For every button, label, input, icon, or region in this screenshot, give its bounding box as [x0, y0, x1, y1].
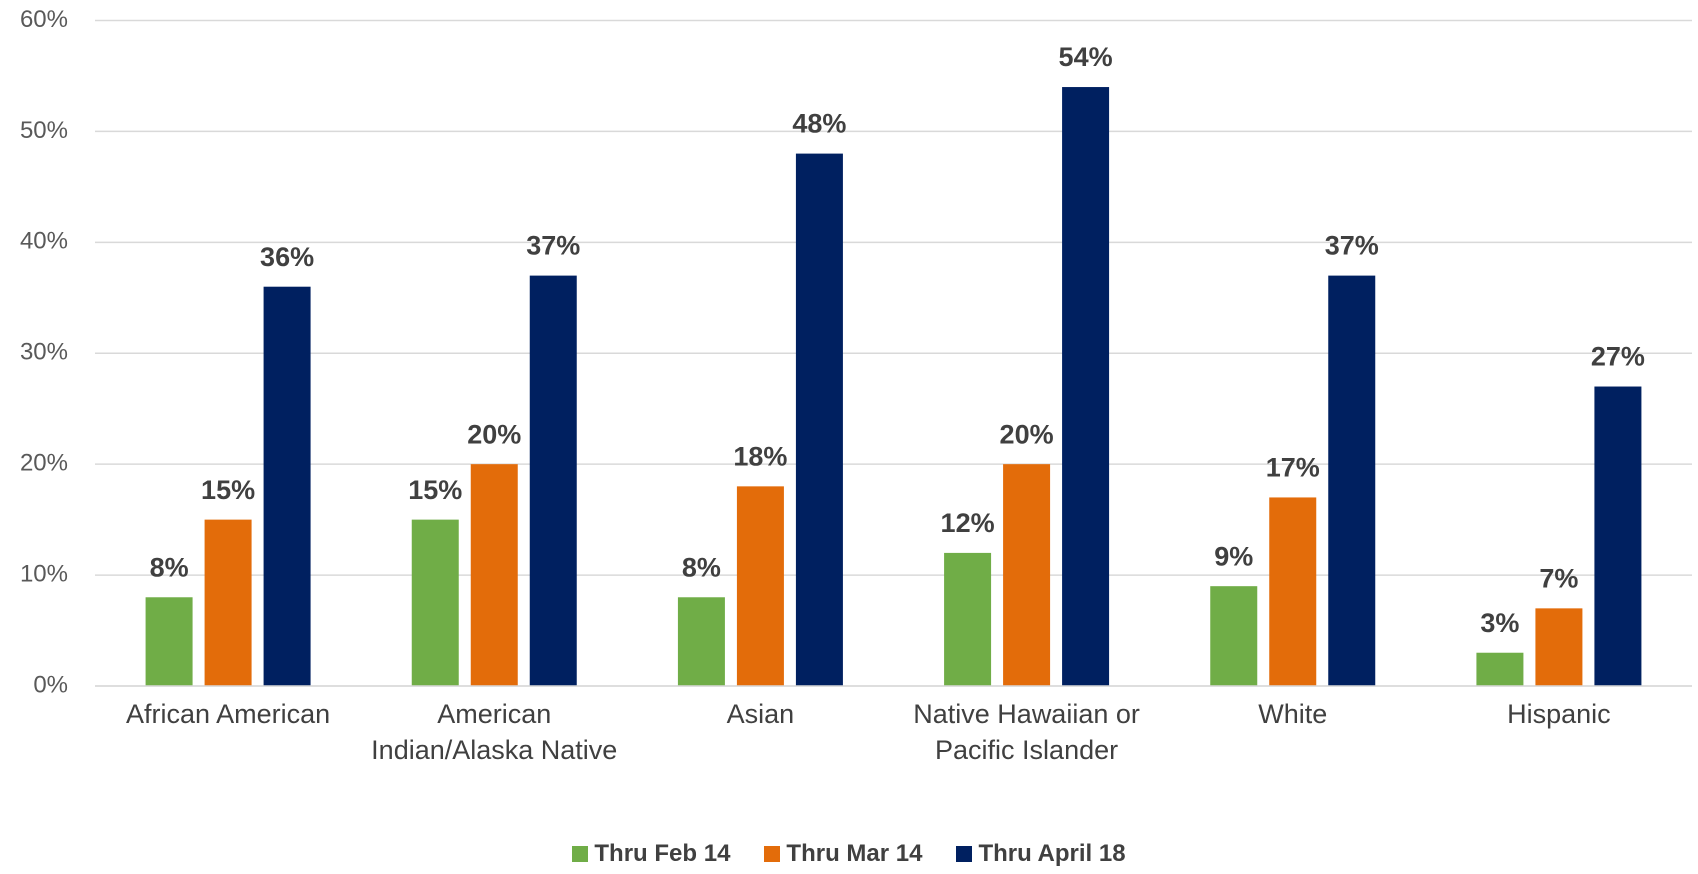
y-tick-label: 30% [20, 339, 68, 366]
data-label: 17% [1266, 453, 1320, 483]
x-tick-label: Asian [726, 699, 795, 729]
bar [529, 275, 577, 686]
x-tick-label: Native Hawaiian or Pacific Islander [913, 699, 1140, 765]
data-label: 8% [150, 552, 189, 582]
x-tick-label: African American [126, 699, 331, 729]
x-tick-label: White [1258, 699, 1328, 729]
data-label: 20% [467, 419, 521, 449]
legend-item: Thru Feb 14 [572, 840, 730, 868]
bar [1210, 586, 1258, 686]
legend-swatch [572, 846, 589, 862]
y-tick-label: 40% [20, 228, 68, 255]
bar [1535, 608, 1583, 686]
bar [1003, 464, 1051, 686]
data-label: 9% [1214, 541, 1253, 571]
bar [1269, 497, 1317, 686]
bar [1328, 275, 1376, 686]
data-label: 27% [1591, 342, 1645, 372]
y-tick-label: 10% [20, 560, 68, 587]
legend-swatch [764, 846, 781, 862]
y-tick-label: 60% [20, 6, 68, 33]
data-label: 37% [526, 231, 580, 261]
bar [204, 519, 252, 686]
data-label: 36% [260, 242, 314, 272]
data-label: 15% [408, 475, 462, 505]
bar [263, 286, 311, 686]
y-tick-label: 20% [20, 450, 68, 477]
bar [411, 519, 459, 686]
legend-label: Thru Mar 14 [786, 840, 923, 867]
data-label: 18% [733, 441, 787, 471]
bar [1476, 652, 1524, 686]
data-label: 48% [792, 109, 846, 139]
bar [736, 486, 784, 686]
legend-swatch [956, 846, 973, 862]
legend: Thru Feb 14 Thru Mar 14 Thru April 18 [0, 840, 1698, 868]
legend-label: Thru Feb 14 [594, 840, 731, 867]
data-label: 54% [1059, 42, 1113, 72]
bar [677, 597, 725, 686]
data-label: 12% [941, 508, 995, 538]
data-label: 20% [1000, 419, 1054, 449]
bar [1594, 386, 1642, 686]
x-tick-label: Hispanic [1507, 699, 1611, 729]
x-tick-label: American Indian/Alaska Native [371, 699, 618, 765]
bar [145, 597, 193, 686]
y-tick-label: 50% [20, 117, 68, 144]
legend-label: Thru April 18 [978, 840, 1126, 867]
data-label: 8% [682, 552, 721, 582]
legend-item: Thru Mar 14 [764, 840, 922, 868]
bar [1062, 87, 1110, 687]
bar [944, 552, 992, 686]
bar [470, 464, 518, 686]
data-label: 37% [1325, 231, 1379, 261]
legend-item: Thru April 18 [956, 840, 1126, 868]
data-label: 7% [1539, 563, 1578, 593]
y-tick-label: 0% [33, 671, 68, 698]
data-label: 3% [1480, 608, 1519, 638]
data-label: 15% [201, 475, 255, 505]
bar [795, 153, 843, 687]
